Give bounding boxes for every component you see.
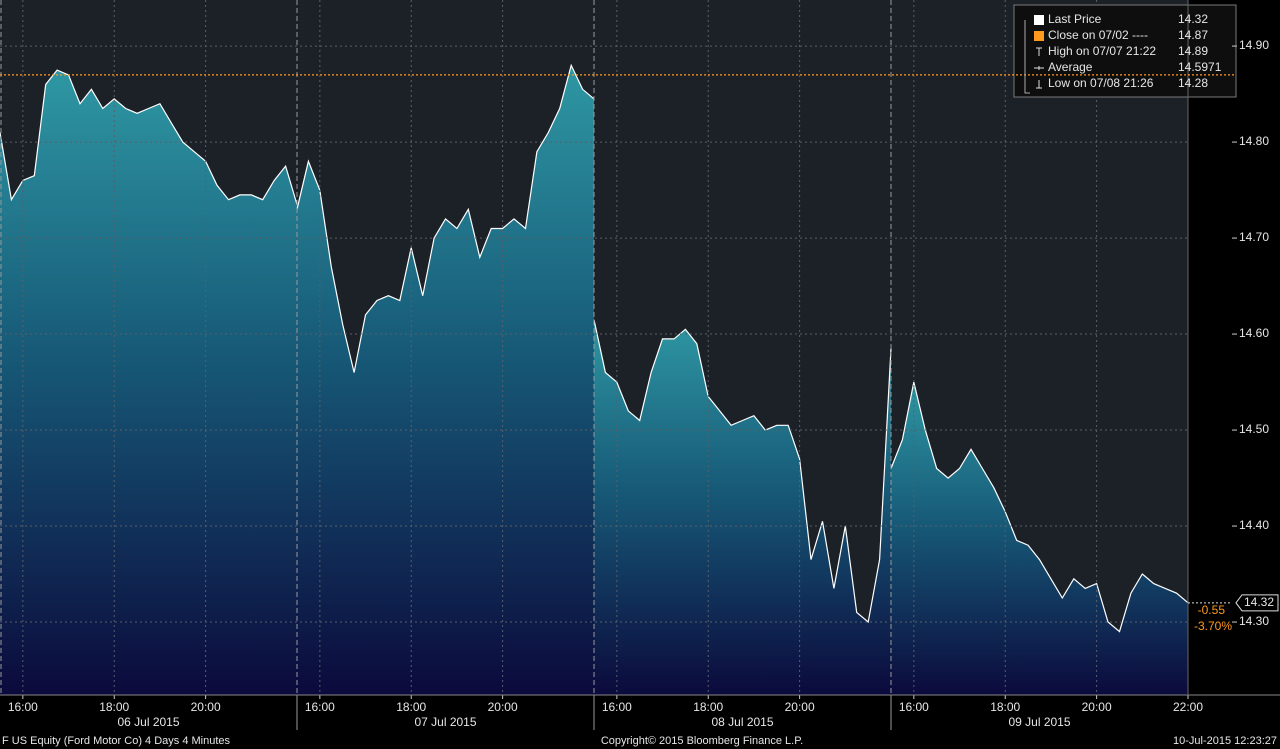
price-line (593, 319, 892, 624)
y-tick-label: 14.50 (1239, 422, 1269, 436)
change-value: -0.55 (1198, 603, 1226, 617)
x-tick-label: 18:00 (990, 700, 1020, 714)
x-axis-background (0, 695, 1280, 749)
x-tick-label: 20:00 (488, 700, 518, 714)
price-line (0, 69, 298, 205)
price-line (890, 381, 1189, 633)
legend-label: High on 07/07 21:22 (1048, 44, 1156, 58)
x-tick-label: 20:00 (191, 700, 221, 714)
legend-tree (1024, 20, 1030, 94)
price-area (0, 70, 297, 696)
y-tick-label: 14.90 (1239, 38, 1269, 52)
legend-icon (1036, 80, 1042, 89)
axis-background (1188, 0, 1280, 695)
date-label: 08 Jul 2015 (711, 715, 773, 729)
x-tick-label: 20:00 (1082, 700, 1112, 714)
legend-label: Average (1048, 60, 1093, 74)
legend-value: 14.87 (1178, 28, 1208, 42)
legend-swatch (1034, 31, 1044, 41)
x-tick-label: 20:00 (785, 700, 815, 714)
y-tick-label: 14.40 (1239, 518, 1269, 532)
price-area (891, 382, 1188, 695)
footer-right: 10-Jul-2015 12:23:27 (1173, 735, 1277, 747)
change-percent: -3.70% (1194, 619, 1232, 633)
legend-box (1013, 4, 1237, 98)
legend-label: Last Price (1048, 12, 1102, 26)
footer-left: F US Equity (Ford Motor Co) 4 Days 4 Min… (2, 735, 231, 747)
x-tick-label: 18:00 (693, 700, 723, 714)
y-tick-label: 14.70 (1239, 230, 1269, 244)
legend-label: Low on 07/08 21:26 (1048, 76, 1154, 90)
legend-value: 14.32 (1178, 12, 1208, 26)
plot-layer (0, 0, 1189, 696)
legend-label: Close on 07/02 ---- (1048, 28, 1148, 42)
price-area (594, 319, 891, 695)
x-tick-label: 18:00 (99, 700, 129, 714)
last-price-tag: 14.32 (1244, 595, 1274, 609)
date-label: 07 Jul 2015 (414, 715, 476, 729)
y-tick-label: 14.60 (1239, 326, 1269, 340)
x-tick-label: 18:00 (396, 700, 426, 714)
legend-icon (1036, 47, 1042, 56)
x-tick-label: 16:00 (602, 700, 632, 714)
legend-value: 14.5971 (1178, 60, 1222, 74)
date-label: 06 Jul 2015 (117, 715, 179, 729)
price-area (297, 65, 594, 696)
last-price-tag-box (1235, 594, 1279, 612)
legend-value: 14.89 (1178, 44, 1208, 58)
x-tick-label: 16:00 (899, 700, 929, 714)
footer-center: Copyright© 2015 Bloomberg Finance L.P. (601, 735, 803, 747)
legend-value: 14.28 (1178, 76, 1208, 90)
x-tick-label: 22:00 (1173, 700, 1203, 714)
y-tick-label: 14.30 (1239, 614, 1269, 628)
legend-icon (1034, 66, 1044, 70)
x-tick-label: 16:00 (305, 700, 335, 714)
y-tick-label: 14.80 (1239, 134, 1269, 148)
legend-swatch (1034, 15, 1044, 25)
date-label: 09 Jul 2015 (1008, 715, 1070, 729)
x-tick-label: 16:00 (8, 700, 38, 714)
price-line (296, 63, 595, 373)
